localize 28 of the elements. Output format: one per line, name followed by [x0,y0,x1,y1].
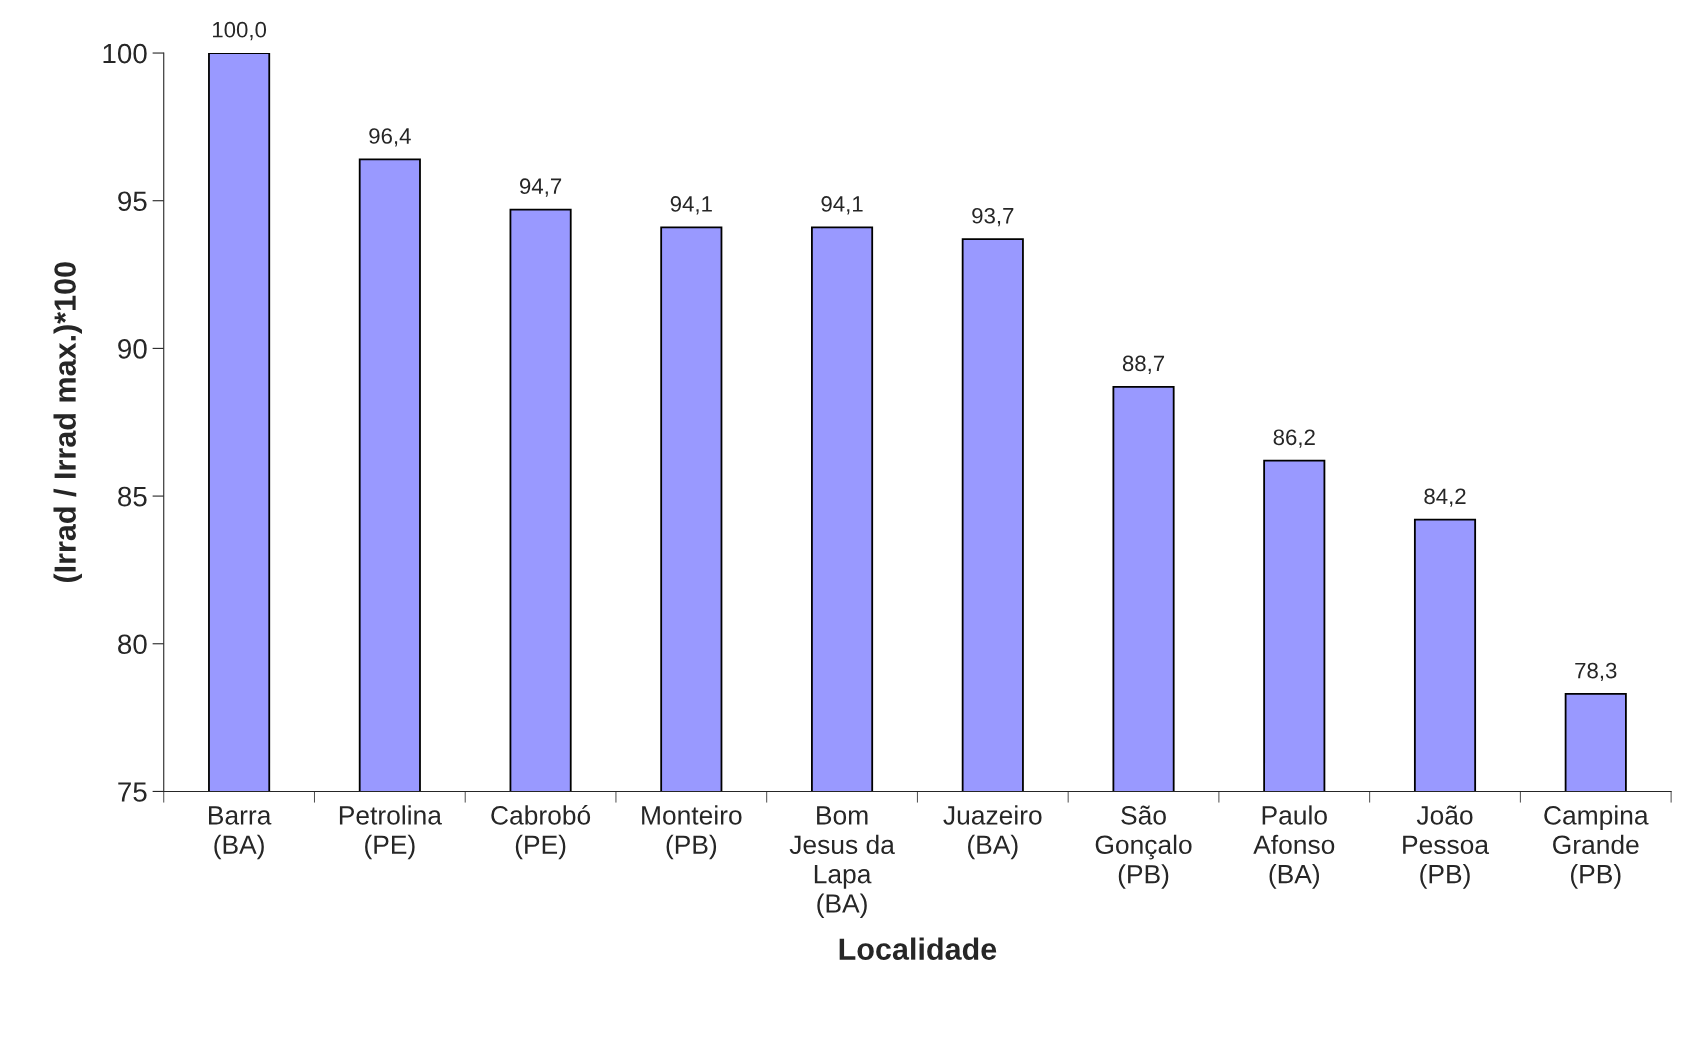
y-tick-label: 100 [103,43,147,64]
data-label: 78,3 [1575,662,1617,682]
y-axis-title: (Irrad / Irrad max.)*100 [53,262,82,583]
x-tick-label: Bom Jesus da Lapa (BA) [789,806,895,919]
data-label: 84,2 [1424,488,1466,507]
data-label: 94,1 [821,196,863,215]
x-axis-title: Localidade [839,937,997,960]
y-tick-label: 85 [118,486,147,507]
data-label: 94,1 [670,196,712,215]
y-tick-label: 90 [118,339,147,359]
x-tick-label: Cabrobó (PE) [491,805,591,860]
x-tick-label: Monteiro (PB) [642,805,742,860]
y-tick-label: 95 [118,191,147,212]
x-tick-label: João Pessoa (PB) [1403,805,1490,889]
x-tick-label: São Gonçalo (PB) [1095,805,1192,889]
data-label: 88,7 [1122,355,1165,374]
data-label: 100,0 [213,21,267,41]
x-tick-label: Juazeiro (BA) [943,805,1042,860]
data-label: 86,2 [1273,429,1315,448]
x-tick-label: Petrolina (PE) [339,805,442,860]
data-label: 96,4 [369,128,411,147]
x-tick-label: Campina Grande (PB) [1544,805,1649,889]
data-label: 94,7 [520,178,562,197]
x-tick-label: Paulo Afonso (BA) [1253,805,1335,889]
y-tick-label: 75 [118,782,147,802]
x-tick-label: Barra (BA) [209,806,272,860]
y-tick-label: 80 [118,634,147,655]
data-label: 93,7 [972,207,1014,227]
